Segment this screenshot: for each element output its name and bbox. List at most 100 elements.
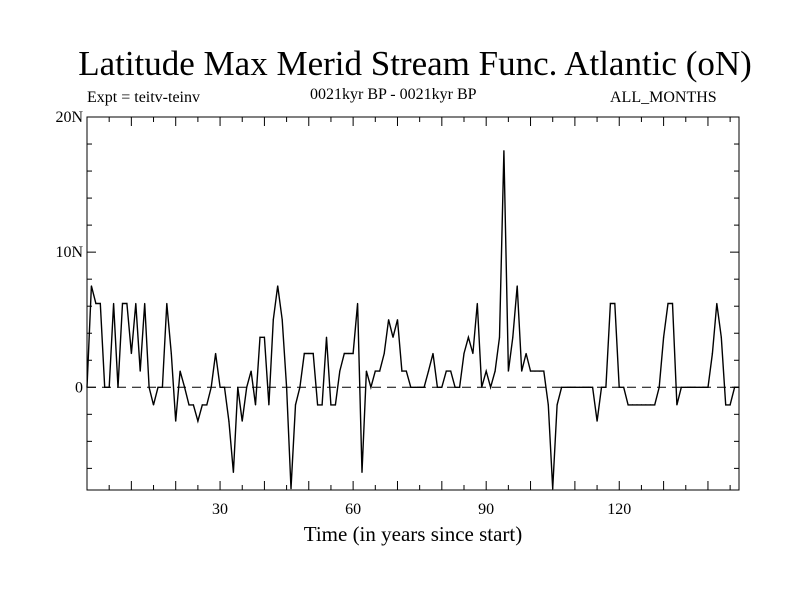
- data-point: [414, 386, 416, 388]
- data-point: [587, 386, 589, 388]
- data-point: [392, 336, 394, 338]
- data-point: [410, 386, 412, 388]
- data-point: [454, 386, 456, 388]
- data-point: [680, 386, 682, 388]
- data-point: [481, 386, 483, 388]
- data-point: [627, 404, 629, 406]
- data-point: [246, 386, 248, 388]
- data-point: [614, 302, 616, 305]
- data-point: [325, 336, 328, 338]
- data-point: [463, 352, 465, 355]
- data-point: [441, 386, 443, 388]
- data-point: [157, 386, 159, 388]
- data-point: [148, 386, 150, 388]
- data-point: [312, 352, 314, 355]
- months-label: ALL_MONTHS: [610, 89, 717, 106]
- data-point: [565, 386, 567, 388]
- data-point: [538, 370, 541, 372]
- data-point: [268, 404, 270, 406]
- data-point: [605, 386, 607, 388]
- data-point: [201, 404, 203, 406]
- data-point: [330, 404, 332, 406]
- axis-tick-labels: 30 60 90 120 20N 10N 0: [55, 109, 631, 518]
- data-point: [521, 370, 523, 372]
- data-point: [419, 386, 421, 388]
- data-point: [192, 404, 195, 406]
- data-point: [716, 302, 718, 305]
- data-point: [685, 386, 687, 388]
- data-point: [99, 302, 101, 305]
- data-point: [379, 370, 381, 372]
- data-point: [476, 302, 478, 305]
- data-point: [259, 336, 261, 338]
- y-tick-label: 0: [75, 379, 83, 396]
- data-point: [490, 386, 492, 388]
- x-axis-label: Time (in years since start): [303, 522, 523, 546]
- plot-frame: [86, 116, 740, 491]
- data-point: [671, 302, 674, 305]
- data-point: [254, 404, 257, 406]
- data-point: [503, 150, 505, 152]
- chart-title: Latitude Max Merid Stream Func. Atlantic…: [78, 44, 752, 83]
- data-point: [206, 404, 208, 406]
- data-point: [427, 370, 430, 372]
- data-point: [543, 370, 545, 372]
- data-point: [694, 386, 696, 388]
- data-point: [237, 386, 239, 388]
- data-point: [525, 352, 527, 355]
- data-point: [232, 471, 234, 474]
- data-point: [281, 319, 283, 321]
- data-point: [658, 386, 660, 388]
- data-point: [702, 386, 705, 388]
- data-point: [569, 386, 572, 388]
- data-point: [144, 302, 146, 305]
- data-point: [95, 302, 97, 305]
- data-point: [445, 370, 447, 372]
- data-point: [698, 386, 700, 388]
- data-point: [676, 404, 678, 406]
- data-point: [729, 404, 731, 406]
- data-point: [498, 336, 501, 338]
- data-point: [303, 352, 305, 355]
- data-point: [365, 370, 368, 372]
- data-point: [299, 386, 301, 388]
- data-point: [317, 404, 319, 406]
- data-point: [654, 404, 656, 406]
- data-point: [720, 336, 722, 338]
- data-point: [334, 404, 336, 406]
- data-point: [556, 404, 558, 406]
- x-tick-label: 60: [345, 501, 361, 518]
- data-point: [215, 352, 217, 355]
- data-point: [117, 386, 119, 388]
- data-point: [423, 386, 425, 388]
- data-point: [86, 386, 88, 388]
- x-tick-label: 120: [607, 501, 631, 518]
- data-point: [529, 370, 532, 372]
- data-point: [649, 404, 651, 406]
- data-point: [343, 352, 345, 355]
- data-point: [388, 319, 390, 321]
- data-point: [596, 420, 598, 422]
- data-point: [583, 386, 585, 388]
- y-tick-label: 20N: [55, 109, 83, 126]
- experiment-label: Expt = teitv-teinv: [87, 89, 200, 106]
- data-point: [574, 386, 576, 388]
- data-point: [126, 302, 128, 305]
- data-point: [467, 336, 470, 338]
- data-point: [241, 420, 243, 422]
- data-point: [552, 488, 554, 490]
- data-point: [618, 386, 620, 388]
- data-point: [547, 404, 549, 406]
- y-tick-label: 10N: [55, 244, 83, 261]
- data-point: [104, 386, 106, 388]
- data-point: [290, 488, 292, 490]
- data-point: [738, 386, 740, 388]
- data-point: [592, 386, 594, 388]
- data-point: [401, 370, 403, 372]
- data-point: [339, 370, 341, 372]
- data-point: [374, 370, 376, 372]
- data-point: [356, 302, 359, 305]
- data-point: [472, 352, 474, 355]
- data-point: [432, 352, 434, 355]
- data-point: [458, 386, 461, 388]
